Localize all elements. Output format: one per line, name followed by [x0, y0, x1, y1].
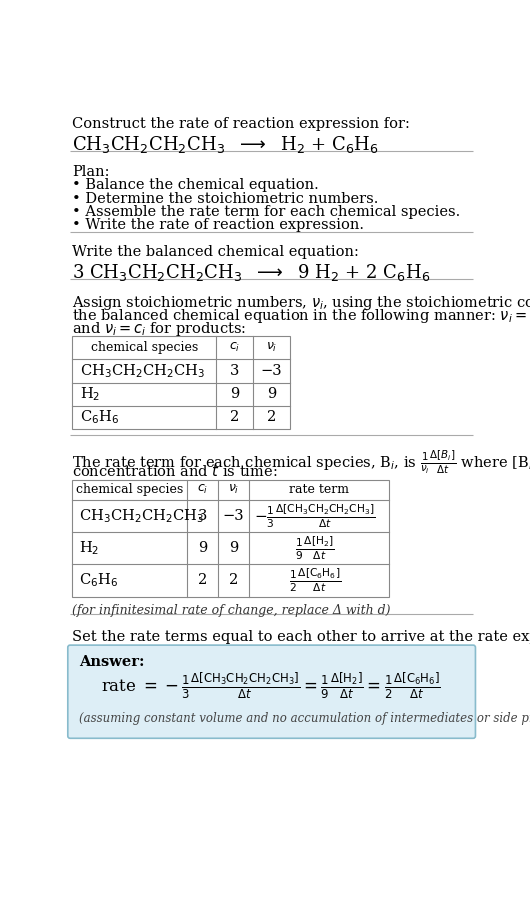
- Text: the balanced chemical equation in the following manner: $\nu_i = -c_i$ for react: the balanced chemical equation in the fo…: [73, 307, 530, 325]
- Text: rate term: rate term: [289, 483, 349, 496]
- Text: −3: −3: [223, 509, 244, 522]
- Text: 2: 2: [267, 410, 276, 424]
- Text: Plan:: Plan:: [73, 165, 110, 178]
- Text: CH$_3$CH$_2$CH$_2$CH$_3$: CH$_3$CH$_2$CH$_2$CH$_3$: [80, 362, 205, 379]
- Text: $c_i$: $c_i$: [229, 341, 240, 355]
- Text: H$_2$: H$_2$: [78, 540, 99, 557]
- Text: $\frac{1}{9}\frac{\Delta[\mathrm{H_2}]}{\Delta t}$: $\frac{1}{9}\frac{\Delta[\mathrm{H_2}]}{…: [295, 534, 335, 562]
- Text: H$_2$: H$_2$: [80, 385, 101, 403]
- Text: 3: 3: [229, 364, 239, 378]
- Text: 2: 2: [229, 573, 239, 588]
- Text: • Determine the stoichiometric numbers.: • Determine the stoichiometric numbers.: [73, 192, 379, 206]
- Text: 3 CH$_3$CH$_2$CH$_2$CH$_3$  $\longrightarrow$  9 H$_2$ + 2 C$_6$H$_6$: 3 CH$_3$CH$_2$CH$_2$CH$_3$ $\longrightar…: [73, 262, 431, 283]
- Text: $-\frac{1}{3}\frac{\Delta[\mathrm{CH_3CH_2CH_2CH_3}]}{\Delta t}$: $-\frac{1}{3}\frac{\Delta[\mathrm{CH_3CH…: [254, 502, 376, 530]
- Text: 9: 9: [267, 387, 276, 401]
- Text: concentration and $t$ is time:: concentration and $t$ is time:: [73, 462, 278, 479]
- Text: CH$_3$CH$_2$CH$_2$CH$_3$: CH$_3$CH$_2$CH$_2$CH$_3$: [78, 507, 204, 524]
- Text: • Write the rate of reaction expression.: • Write the rate of reaction expression.: [73, 217, 365, 232]
- FancyBboxPatch shape: [68, 645, 475, 738]
- Text: rate $= -\frac{1}{3}\frac{\Delta[\mathrm{CH_3CH_2CH_2CH_3}]}{\Delta t}= \frac{1}: rate $= -\frac{1}{3}\frac{\Delta[\mathrm…: [101, 671, 441, 702]
- Text: 2: 2: [230, 410, 239, 424]
- Text: Assign stoichiometric numbers, $\nu_i$, using the stoichiometric coefficients, $: Assign stoichiometric numbers, $\nu_i$, …: [73, 294, 530, 312]
- Text: chemical species: chemical species: [76, 483, 183, 496]
- Text: C$_6$H$_6$: C$_6$H$_6$: [80, 409, 119, 426]
- Text: Write the balanced chemical equation:: Write the balanced chemical equation:: [73, 245, 359, 258]
- Text: • Assemble the rate term for each chemical species.: • Assemble the rate term for each chemic…: [73, 205, 461, 218]
- Text: (for infinitesimal rate of change, replace Δ with d): (for infinitesimal rate of change, repla…: [73, 604, 391, 617]
- Text: 3: 3: [198, 509, 207, 522]
- Text: and $\nu_i = c_i$ for products:: and $\nu_i = c_i$ for products:: [73, 320, 247, 339]
- Text: • Balance the chemical equation.: • Balance the chemical equation.: [73, 178, 319, 193]
- Text: C$_6$H$_6$: C$_6$H$_6$: [78, 571, 118, 590]
- Text: 9: 9: [230, 387, 239, 401]
- Text: (assuming constant volume and no accumulation of intermediates or side products): (assuming constant volume and no accumul…: [78, 713, 530, 725]
- Text: chemical species: chemical species: [91, 341, 198, 354]
- Text: The rate term for each chemical species, B$_i$, is $\frac{1}{\nu_i}\frac{\Delta[: The rate term for each chemical species,…: [73, 449, 530, 476]
- Bar: [73, 480, 388, 597]
- Text: 2: 2: [198, 573, 207, 588]
- Text: −3: −3: [261, 364, 282, 378]
- Bar: [73, 337, 290, 429]
- Text: $c_i$: $c_i$: [197, 483, 208, 496]
- Text: $\frac{1}{2}\frac{\Delta[\mathrm{C_6H_6}]}{\Delta t}$: $\frac{1}{2}\frac{\Delta[\mathrm{C_6H_6}…: [289, 567, 341, 594]
- Text: Construct the rate of reaction expression for:: Construct the rate of reaction expressio…: [73, 116, 410, 131]
- Text: 9: 9: [229, 541, 239, 555]
- Text: $\nu_i$: $\nu_i$: [228, 483, 240, 496]
- Text: 9: 9: [198, 541, 207, 555]
- Text: Set the rate terms equal to each other to arrive at the rate expression:: Set the rate terms equal to each other t…: [73, 631, 530, 644]
- Text: $\nu_i$: $\nu_i$: [266, 341, 277, 355]
- Text: Answer:: Answer:: [78, 655, 144, 669]
- Text: CH$_3$CH$_2$CH$_2$CH$_3$  $\longrightarrow$  H$_2$ + C$_6$H$_6$: CH$_3$CH$_2$CH$_2$CH$_3$ $\longrightarro…: [73, 134, 379, 155]
